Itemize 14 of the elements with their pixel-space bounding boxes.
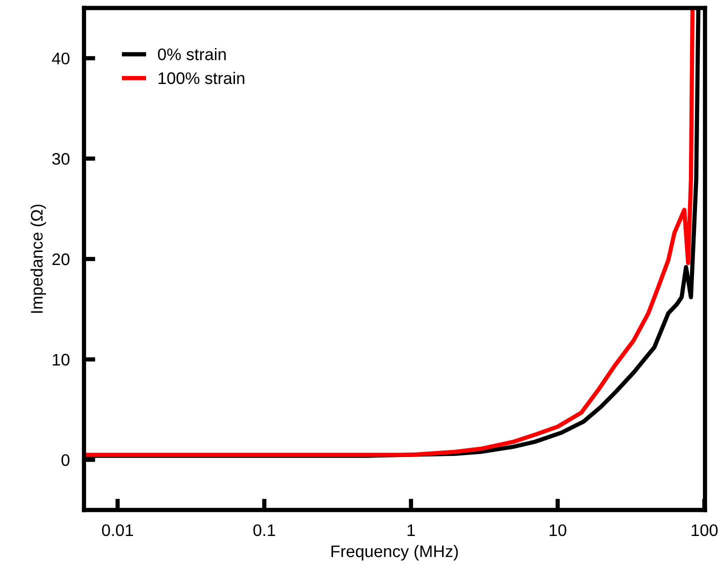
y-tick-label: 20: [52, 253, 70, 266]
y-axis-title: Impedance (Ω): [30, 204, 46, 313]
legend-label: 0% strain: [158, 48, 226, 60]
x-tick-label: 10: [550, 524, 566, 536]
x-axis-title: Frequency (MHz): [332, 544, 458, 561]
legend-label: 100% strain: [158, 72, 244, 84]
y-tick-label: 40: [52, 52, 70, 64]
x-tick-label: 1: [408, 524, 415, 536]
x-tick-label: 0.1: [253, 524, 276, 536]
y-tick-label: 30: [52, 153, 70, 165]
y-tick-label: 0: [61, 454, 70, 466]
x-tick-label: 100: [692, 524, 718, 536]
y-tick-label: 10: [52, 354, 70, 366]
x-tick-label: 0.01: [102, 524, 134, 536]
